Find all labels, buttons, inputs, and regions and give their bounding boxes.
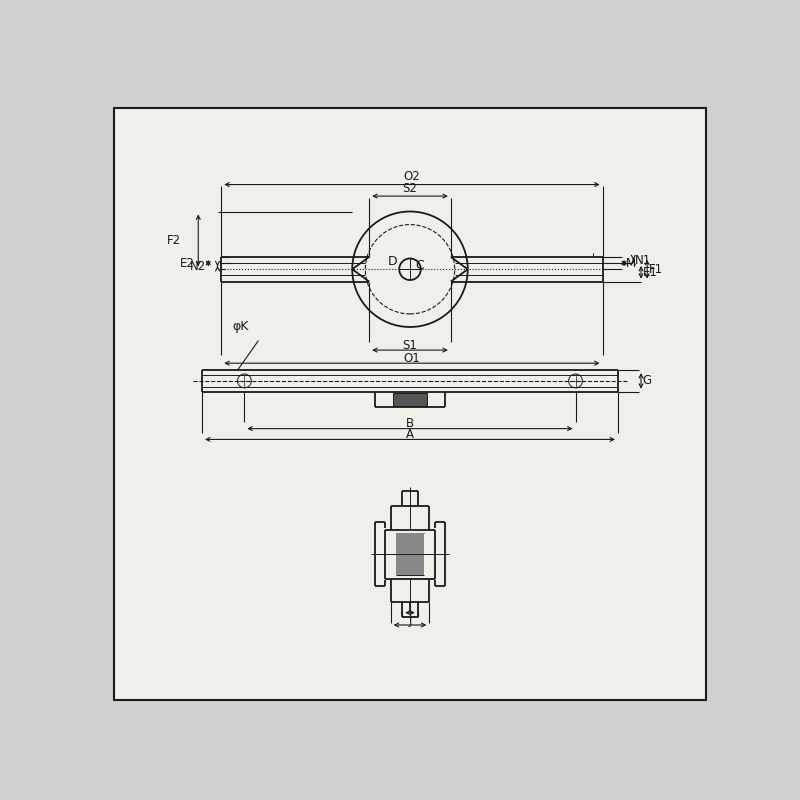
Text: F1: F1 xyxy=(649,262,663,276)
Text: F2: F2 xyxy=(167,234,182,247)
Text: E2: E2 xyxy=(179,257,194,270)
Text: S2: S2 xyxy=(402,182,418,194)
Text: N2: N2 xyxy=(190,260,206,273)
Text: E1: E1 xyxy=(642,266,658,279)
Text: N1: N1 xyxy=(635,254,651,266)
Bar xyxy=(396,534,424,575)
Text: G: G xyxy=(642,374,652,387)
Text: O2: O2 xyxy=(403,170,420,183)
Text: S1: S1 xyxy=(402,338,418,352)
Text: M: M xyxy=(626,257,636,270)
Text: A: A xyxy=(406,428,414,441)
Text: φK: φK xyxy=(232,320,248,333)
Bar xyxy=(393,394,427,406)
Text: I: I xyxy=(408,602,412,614)
Text: B: B xyxy=(406,417,414,430)
Text: J: J xyxy=(408,614,412,626)
Text: O1: O1 xyxy=(403,352,420,365)
Text: C: C xyxy=(415,259,424,272)
Text: D: D xyxy=(388,255,398,268)
